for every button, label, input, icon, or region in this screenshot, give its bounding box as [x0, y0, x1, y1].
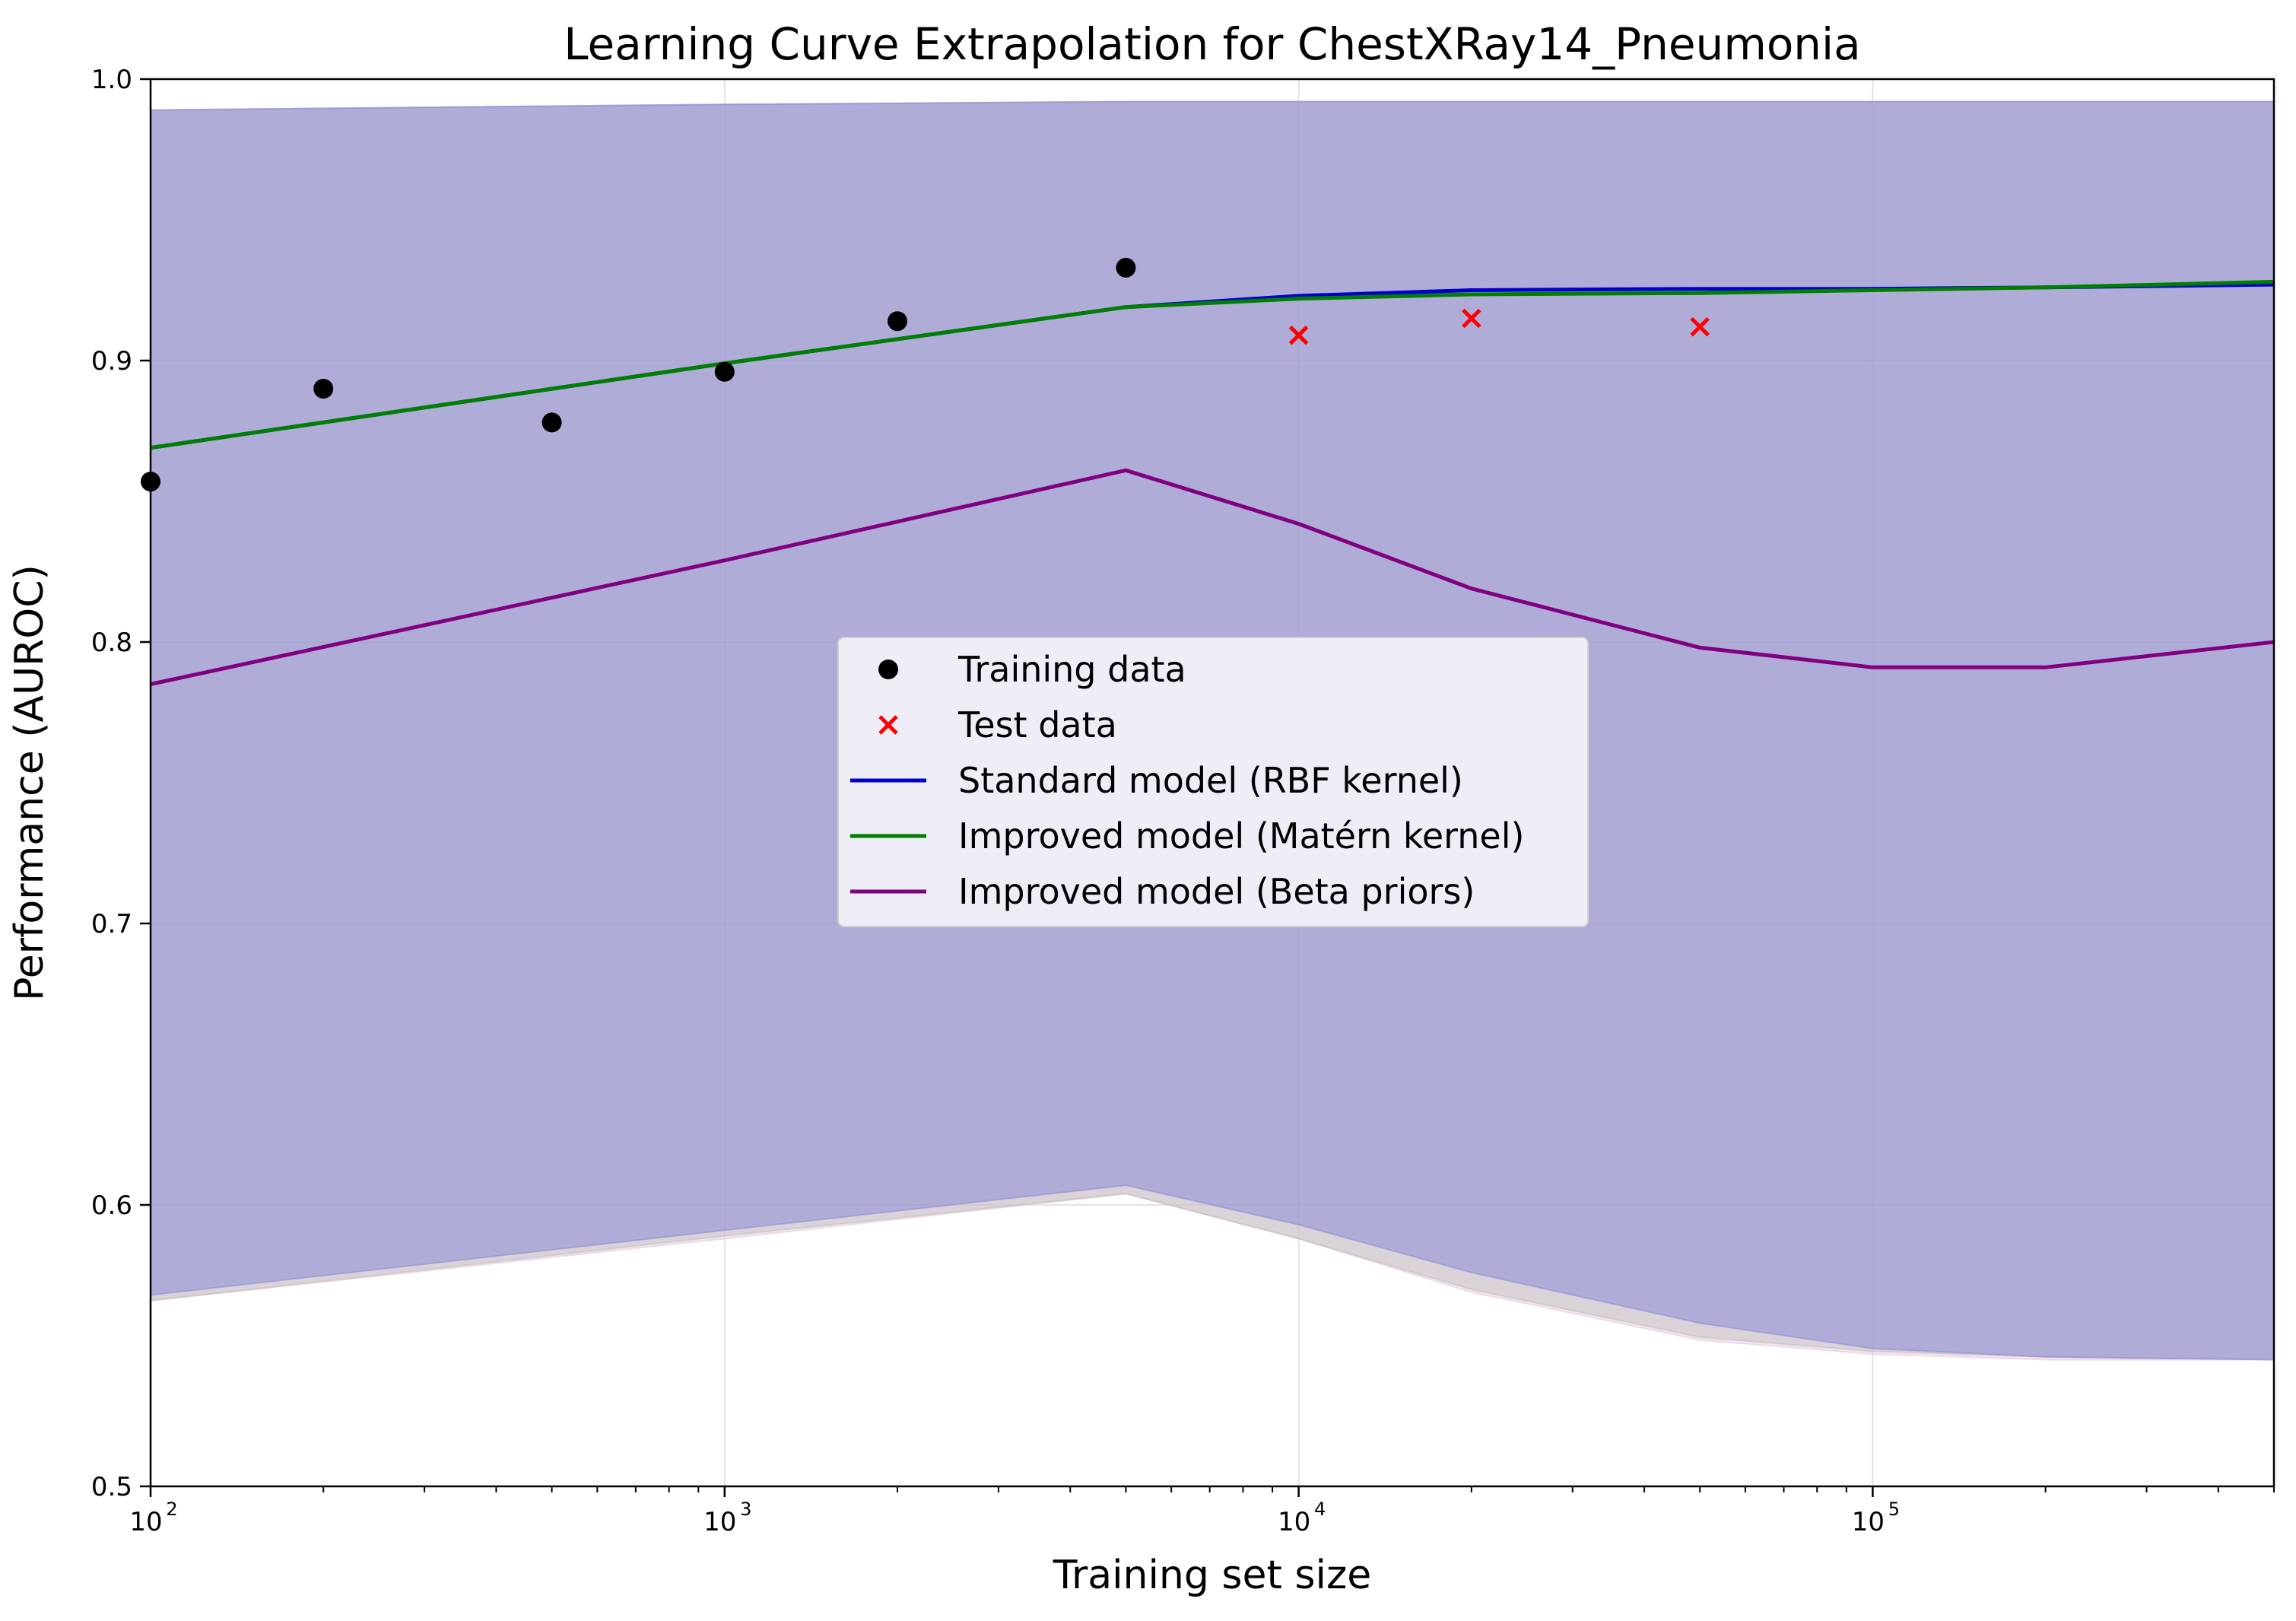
series-line — [150, 468, 2275, 686]
x-tick-label: 10 — [703, 1507, 736, 1537]
x-axis-label: Training set size — [1053, 1553, 1372, 1598]
y-tick-label: 0.7 — [91, 909, 132, 939]
chart-title: Learning Curve Extrapolation for ChestXR… — [564, 18, 1860, 70]
test-point — [1690, 316, 1710, 337]
x-tick-label: 10 — [1852, 1507, 1885, 1537]
legend: Training data Test data Standard model (RB… — [837, 637, 1589, 927]
legend-entry-label: Test data — [957, 704, 1117, 745]
y-tick-label: 0.9 — [91, 346, 132, 377]
test-point-stroke — [1288, 325, 1309, 345]
legend-entry-label: Improved model (Matérn kernel) — [958, 815, 1524, 857]
axis-ticks: 0.50.60.70.80.91.010 2 10 3 10 4 10 5 — [91, 65, 2275, 1537]
legend-entry-label: Training data — [957, 649, 1186, 690]
data-points — [141, 257, 1710, 492]
y-axis-label: Performance (AUROC) — [7, 564, 52, 1001]
test-point — [1288, 325, 1309, 345]
legend-entry-label: Standard model (RBF kernel) — [958, 760, 1463, 801]
model-lines — [150, 279, 2275, 686]
training-point — [714, 361, 735, 382]
training-point — [313, 379, 334, 399]
plot-frame — [149, 78, 2275, 1488]
legend-marker — [878, 715, 898, 735]
x-tick-label: 10 — [129, 1507, 162, 1537]
y-tick-label: 0.6 — [91, 1190, 132, 1221]
training-point — [888, 311, 908, 332]
x-tick-exponent: 3 — [740, 1499, 751, 1520]
series-line — [150, 279, 2275, 450]
legend-marker-stroke — [878, 715, 898, 735]
legend-box — [837, 637, 1589, 927]
y-tick-label: 1.0 — [91, 65, 132, 95]
test-point — [1462, 308, 1481, 329]
test-point-stroke — [1462, 308, 1481, 329]
legend-entry-label: Improved model (Beta priors) — [958, 871, 1475, 912]
test-point-stroke — [1690, 316, 1710, 337]
training-point — [1116, 257, 1136, 278]
x-tick-exponent: 5 — [1888, 1499, 1900, 1520]
y-tick-label: 0.5 — [91, 1472, 132, 1502]
training-point — [541, 412, 562, 433]
legend-marker — [878, 660, 898, 679]
y-tick-label: 0.8 — [91, 628, 132, 658]
x-tick-exponent: 4 — [1314, 1499, 1326, 1520]
x-tick-exponent: 2 — [166, 1499, 177, 1520]
x-tick-label: 10 — [1278, 1507, 1310, 1537]
